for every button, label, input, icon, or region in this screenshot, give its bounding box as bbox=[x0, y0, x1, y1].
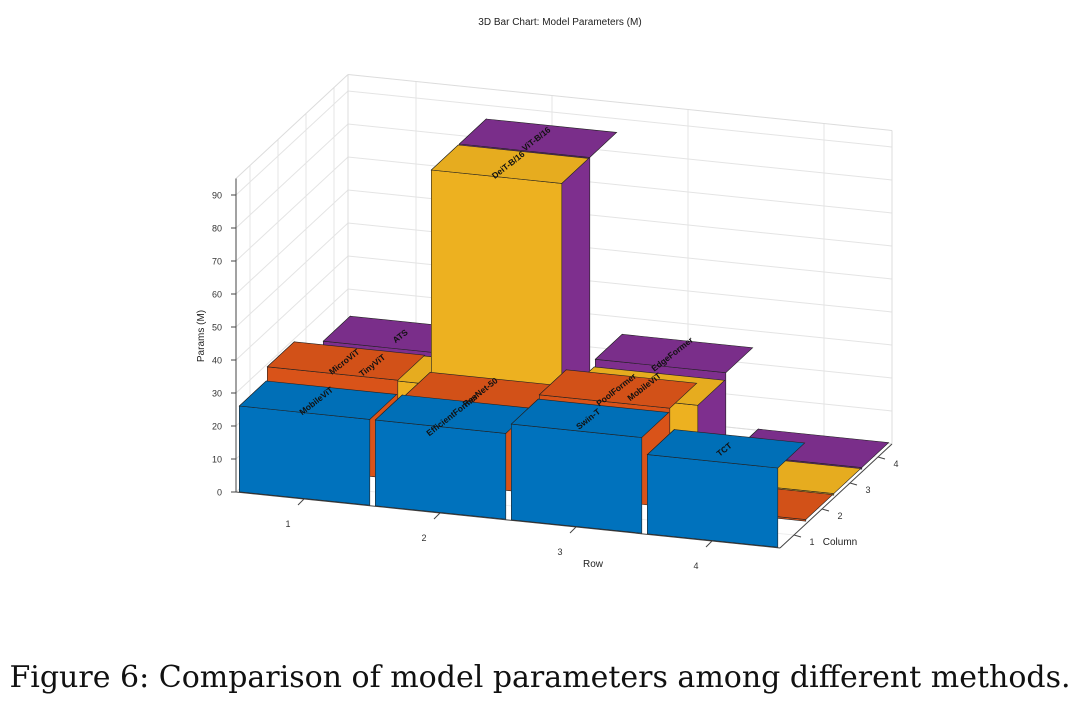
bar bbox=[646, 428, 806, 548]
x-axis-label: Row bbox=[583, 559, 604, 570]
y-tick-label: 2 bbox=[837, 511, 842, 521]
bar-face-top bbox=[538, 369, 698, 409]
x-axis-line bbox=[235, 491, 781, 549]
y-axis-line bbox=[779, 443, 893, 549]
y-tick bbox=[821, 508, 830, 512]
x-tick-label: 3 bbox=[557, 547, 562, 557]
bar-face-top bbox=[510, 398, 670, 438]
bar-face-top bbox=[238, 380, 398, 420]
z-tick-label: 30 bbox=[212, 389, 222, 399]
bar-face-top bbox=[458, 118, 618, 158]
x-tick-label: 1 bbox=[285, 519, 290, 529]
bar-face-top bbox=[266, 341, 426, 381]
x-tick bbox=[569, 526, 577, 534]
z-tick-label: 10 bbox=[212, 455, 222, 465]
box-edge bbox=[235, 74, 349, 179]
bar-face-top bbox=[594, 333, 754, 374]
bar-face-front bbox=[646, 454, 779, 548]
bar bbox=[510, 398, 670, 534]
figure-caption: Figure 6: Comparison of model parameters… bbox=[9, 660, 1071, 695]
bar-face-front bbox=[374, 419, 507, 520]
y-tick bbox=[877, 456, 886, 460]
chart-area: 0 10 20 30 40 50 60 70 80 90 1 2 3 4 1 2 3 4 ATS ViT-B/16 E… bbox=[196, 17, 899, 571]
z-tick-label: 40 bbox=[212, 356, 222, 366]
x-tick bbox=[297, 498, 305, 506]
bar-face-front bbox=[239, 405, 371, 506]
box-edge bbox=[347, 74, 893, 131]
bar-face-top bbox=[430, 144, 590, 184]
z-tick-label: 80 bbox=[212, 224, 222, 234]
z-tick-label: 20 bbox=[212, 422, 222, 432]
bar-face-top bbox=[646, 429, 806, 469]
x-tick bbox=[433, 512, 441, 520]
y-axis-label: Column bbox=[823, 537, 857, 548]
bar bbox=[238, 380, 398, 506]
chart-title: 3D Bar Chart: Model Parameters (M) bbox=[478, 17, 641, 28]
y-tick bbox=[793, 534, 802, 538]
z-tick-label: 60 bbox=[212, 290, 222, 300]
z-tick-label: 90 bbox=[212, 191, 222, 201]
axes: 0 10 20 30 40 50 60 70 80 90 1 2 3 4 1 2 3 4 bbox=[212, 178, 899, 571]
z-tick-label: 50 bbox=[212, 323, 222, 333]
bars bbox=[238, 118, 890, 548]
z-tick-label: 0 bbox=[217, 488, 222, 498]
bar-face-front bbox=[510, 423, 643, 534]
y-tick-label: 1 bbox=[809, 537, 814, 547]
z-axis-label: Params (M) bbox=[196, 310, 207, 362]
y-tick-label: 3 bbox=[865, 485, 870, 495]
x-tick-label: 2 bbox=[421, 533, 426, 543]
y-tick bbox=[849, 482, 858, 486]
x-tick-label: 4 bbox=[693, 561, 698, 571]
y-tick-label: 4 bbox=[893, 459, 898, 469]
bar bbox=[374, 394, 534, 520]
z-tick-label: 70 bbox=[212, 257, 222, 267]
x-tick bbox=[705, 540, 713, 548]
